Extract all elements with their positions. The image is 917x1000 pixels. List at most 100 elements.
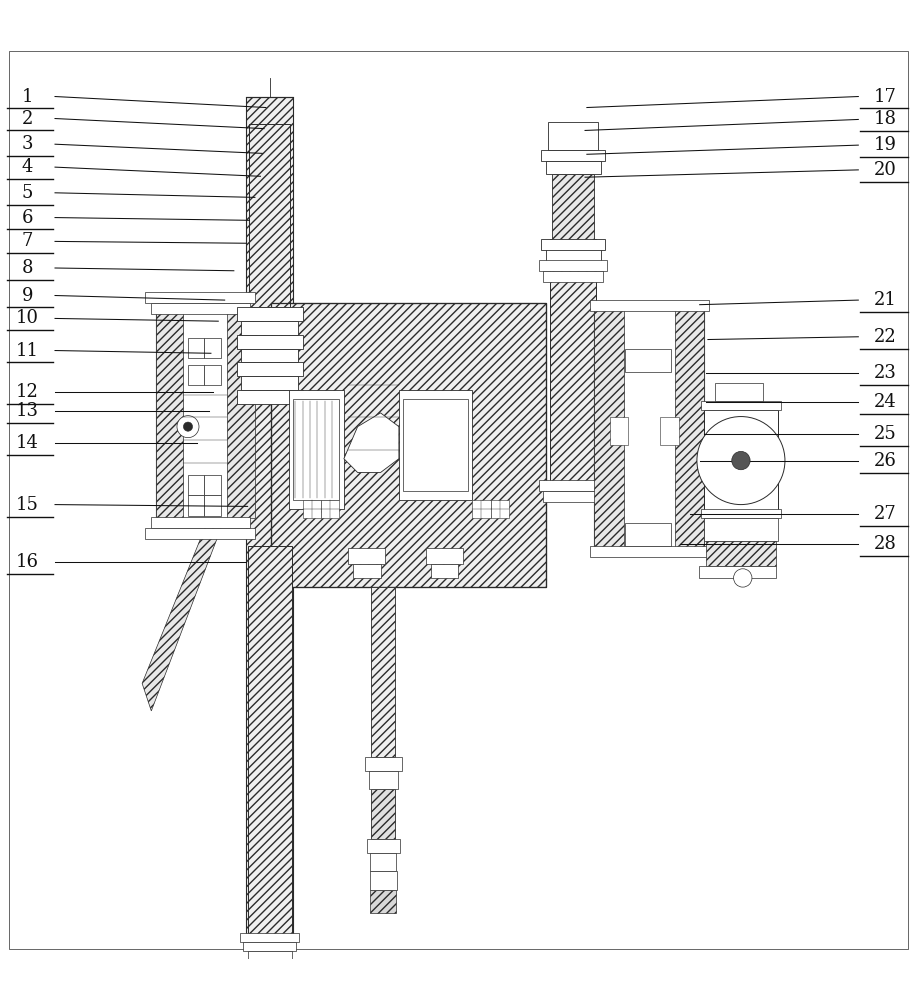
Text: 3: 3 (22, 135, 33, 153)
Polygon shape (344, 413, 399, 472)
Text: 17: 17 (874, 88, 896, 106)
Bar (237, 362, 303, 376)
Bar (365, 757, 402, 771)
Circle shape (732, 451, 750, 470)
Text: 4: 4 (22, 158, 33, 176)
Bar (248, 951, 292, 958)
Bar (550, 239, 596, 491)
Bar (548, 122, 598, 150)
Text: 15: 15 (17, 496, 39, 514)
Bar (156, 312, 183, 518)
Bar (543, 491, 603, 502)
Bar (370, 890, 396, 913)
Bar (188, 495, 204, 516)
Text: 11: 11 (16, 342, 39, 360)
Bar (539, 260, 607, 271)
Bar (240, 933, 299, 942)
Bar (546, 161, 601, 174)
Bar (353, 564, 381, 578)
Bar (546, 248, 601, 262)
Bar (246, 97, 293, 940)
Bar (237, 390, 303, 404)
Bar (370, 871, 397, 890)
Bar (610, 417, 628, 445)
Bar (188, 338, 204, 358)
Text: 22: 22 (874, 328, 896, 346)
Bar (271, 303, 546, 587)
Bar (237, 335, 303, 349)
Bar (704, 410, 778, 511)
Bar (403, 399, 468, 491)
Text: 8: 8 (22, 259, 33, 277)
Bar (625, 349, 671, 372)
Bar (369, 771, 398, 789)
Bar (660, 417, 679, 445)
Bar (145, 528, 255, 539)
Text: 20: 20 (874, 161, 896, 179)
Text: 9: 9 (22, 287, 33, 305)
Bar (426, 548, 463, 564)
Bar (472, 500, 491, 518)
Bar (491, 500, 509, 518)
Bar (204, 475, 221, 495)
Bar (552, 174, 594, 248)
Bar (715, 383, 763, 401)
Bar (625, 523, 671, 546)
Bar (293, 399, 339, 500)
Bar (243, 942, 296, 951)
Bar (348, 548, 385, 564)
Bar (431, 564, 458, 578)
Circle shape (734, 569, 752, 587)
Bar (188, 365, 204, 385)
Bar (151, 303, 250, 314)
Bar (241, 376, 298, 390)
Bar (706, 541, 776, 566)
Text: 14: 14 (17, 434, 39, 452)
Text: 18: 18 (873, 110, 897, 128)
Polygon shape (142, 427, 246, 711)
Text: 13: 13 (16, 402, 39, 420)
Text: 19: 19 (873, 136, 897, 154)
Bar (371, 789, 395, 839)
Bar (701, 401, 781, 410)
Text: 24: 24 (874, 393, 896, 411)
Text: 26: 26 (874, 452, 896, 470)
Text: 7: 7 (22, 232, 33, 250)
Bar (145, 292, 255, 303)
Text: 2: 2 (22, 110, 33, 128)
Bar (321, 500, 339, 518)
Bar (704, 518, 778, 541)
Bar (271, 303, 546, 587)
Text: 12: 12 (17, 383, 39, 401)
Bar (539, 480, 607, 491)
Bar (249, 124, 290, 307)
Bar (204, 365, 221, 385)
Bar (590, 300, 709, 311)
Bar (241, 349, 298, 362)
Bar (227, 312, 255, 518)
Bar (594, 309, 704, 548)
Text: 1: 1 (22, 88, 33, 106)
Bar (590, 546, 709, 557)
Text: 6: 6 (22, 209, 33, 227)
Bar (289, 390, 344, 509)
Bar (371, 587, 395, 757)
Text: 23: 23 (874, 364, 896, 382)
Bar (204, 495, 221, 516)
Bar (370, 853, 396, 871)
Text: 10: 10 (16, 309, 39, 327)
Text: 25: 25 (874, 425, 896, 443)
Text: 27: 27 (874, 505, 896, 523)
Circle shape (183, 422, 193, 431)
Text: 28: 28 (874, 535, 896, 553)
Bar (303, 500, 321, 518)
Bar (543, 271, 603, 282)
Bar (367, 839, 400, 853)
Bar (541, 150, 605, 161)
Bar (156, 312, 246, 518)
Bar (541, 239, 605, 250)
Bar (594, 309, 624, 548)
Bar (699, 566, 776, 578)
Bar (399, 390, 472, 500)
Circle shape (177, 416, 199, 438)
